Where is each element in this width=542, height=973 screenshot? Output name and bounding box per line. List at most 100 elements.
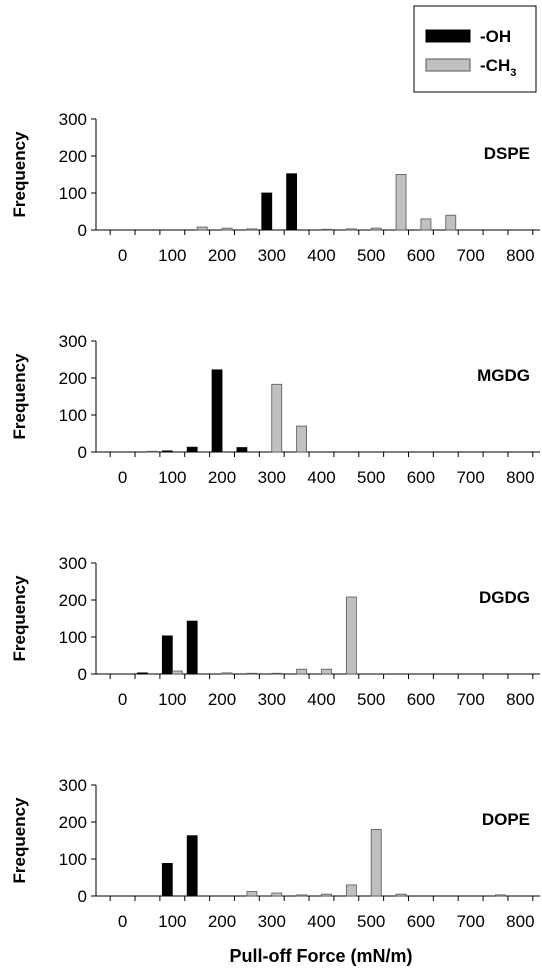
bar-ch3-100 <box>171 670 183 675</box>
bar-ch3-200 <box>221 672 233 675</box>
x-tick-label: 600 <box>407 690 435 709</box>
y-tick-label: 300 <box>59 332 87 351</box>
panel-title: MGDG <box>477 366 530 385</box>
x-tick-label: 200 <box>208 246 236 265</box>
x-tick-label: 500 <box>357 246 385 265</box>
bar-ch3-350 <box>296 894 308 897</box>
x-tick-label: 100 <box>158 468 186 487</box>
x-tick-label: 200 <box>208 690 236 709</box>
bar-ch3-200 <box>221 227 233 231</box>
y-axis-title: Frequency <box>10 353 29 440</box>
x-tick-label: 200 <box>208 912 236 931</box>
y-tick-label: 0 <box>78 665 87 684</box>
panel-dgdg: 0 100 200 300 0 100 200 300 400 500 600 700 800 DGDG F… <box>10 554 540 709</box>
panel-dope: 0 100 200 300 0 100 200 300 400 500 600 700 800 DOPE F… <box>10 776 540 931</box>
bar-oh-350 <box>286 173 298 231</box>
x-tick-label: 600 <box>407 468 435 487</box>
histogram-panels: 0 100 200 300 0 100 200 300 400 500 600 700 800 DSPE F… <box>10 110 540 931</box>
bar-ch3-400 <box>321 668 332 675</box>
bar-oh-150 <box>186 620 198 675</box>
bar-oh-250 <box>236 447 248 453</box>
bar-ch3-550 <box>395 174 407 231</box>
x-tick-label: 300 <box>258 246 286 265</box>
bar-ch3-250 <box>246 891 258 897</box>
bar-ch3-600 <box>420 218 432 231</box>
x-tick-label: 100 <box>158 912 186 931</box>
bar-ch3-350 <box>296 425 308 453</box>
x-tick-label: 500 <box>357 468 385 487</box>
x-tick-label: 100 <box>158 246 186 265</box>
y-tick-label: 100 <box>59 406 87 425</box>
y-tick-label: 300 <box>59 554 87 573</box>
bar-ch3-750 <box>495 894 506 897</box>
x-tick-label: 0 <box>118 912 127 931</box>
panel-title: DGDG <box>479 588 530 607</box>
x-tick-label: 400 <box>307 468 335 487</box>
y-tick-label: 200 <box>59 591 87 610</box>
bar-oh-100 <box>161 450 173 453</box>
panel-title: DSPE <box>484 144 530 163</box>
x-tick-label: 500 <box>357 690 385 709</box>
y-axis-title: Frequency <box>10 797 29 884</box>
legend-label-ch3-subscript: 3 <box>510 67 516 79</box>
x-tick-label: 0 <box>118 468 127 487</box>
y-axis-title: Frequency <box>10 131 29 218</box>
bar-ch3-250 <box>246 672 258 675</box>
y-tick-label: 0 <box>78 221 87 240</box>
legend-swatch-oh <box>425 29 471 43</box>
bar-ch3-300 <box>271 892 283 897</box>
x-tick-label: 600 <box>407 912 435 931</box>
bar-ch3-450 <box>345 884 357 897</box>
bar-ch3-300 <box>271 672 283 675</box>
x-tick-label: 300 <box>258 690 286 709</box>
legend-label-ch3-main: -CH <box>480 56 510 75</box>
y-tick-label: 200 <box>59 813 87 832</box>
bar-ch3-450 <box>345 228 357 231</box>
y-tick-label: 200 <box>59 147 87 166</box>
bar-ch3-350 <box>296 668 308 675</box>
x-tick-label: 300 <box>258 912 286 931</box>
bar-ch3-150 <box>196 226 208 231</box>
panel-dspe: 0 100 200 300 0 100 200 300 400 500 600 700 800 DSPE F… <box>10 110 540 265</box>
y-tick-label: 100 <box>59 184 87 203</box>
bar-oh-200 <box>211 369 223 453</box>
y-tick-label: 200 <box>59 369 87 388</box>
x-tick-label: 0 <box>118 246 127 265</box>
bar-oh-50 <box>137 672 148 675</box>
y-tick-label: 100 <box>59 628 87 647</box>
x-tick-label: 800 <box>506 912 534 931</box>
x-axis-title: Pull-off Force (mN/m) <box>230 946 413 966</box>
x-tick-label: 700 <box>456 468 484 487</box>
x-tick-label: 800 <box>506 690 534 709</box>
bar-oh-300 <box>261 192 273 231</box>
x-tick-label: 800 <box>506 468 534 487</box>
bar-ch3-550 <box>395 893 407 897</box>
x-tick-label: 400 <box>307 246 335 265</box>
panel-mgdg: 0 100 200 300 0 100 200 300 400 500 600 700 800 MGDG F… <box>10 332 540 487</box>
bar-oh-100 <box>161 635 173 675</box>
bar-ch3-650 <box>445 214 457 231</box>
legend-swatch-ch3 <box>425 58 471 72</box>
legend: -OH -CH3 <box>413 5 537 93</box>
bar-ch3-400 <box>321 893 332 897</box>
panel-title: DOPE <box>482 810 530 829</box>
x-tick-label: 700 <box>456 246 484 265</box>
x-tick-label: 800 <box>506 246 534 265</box>
y-tick-label: 100 <box>59 850 87 869</box>
x-tick-label: 300 <box>258 468 286 487</box>
legend-label-oh: -OH <box>480 27 511 46</box>
y-tick-label: 300 <box>59 110 87 129</box>
bar-ch3-400 <box>321 228 332 231</box>
x-tick-label: 400 <box>307 690 335 709</box>
y-axis-title: Frequency <box>10 575 29 662</box>
bar-ch3-250 <box>246 228 258 231</box>
bar-ch3-450 <box>345 596 357 675</box>
bar-oh-150 <box>186 446 198 453</box>
legend-box <box>413 5 537 93</box>
x-tick-label: 700 <box>456 912 484 931</box>
bar-ch3-300 <box>271 383 283 453</box>
x-tick-label: 600 <box>407 246 435 265</box>
bar-ch3-50 <box>147 450 158 453</box>
x-tick-label: 400 <box>307 912 335 931</box>
